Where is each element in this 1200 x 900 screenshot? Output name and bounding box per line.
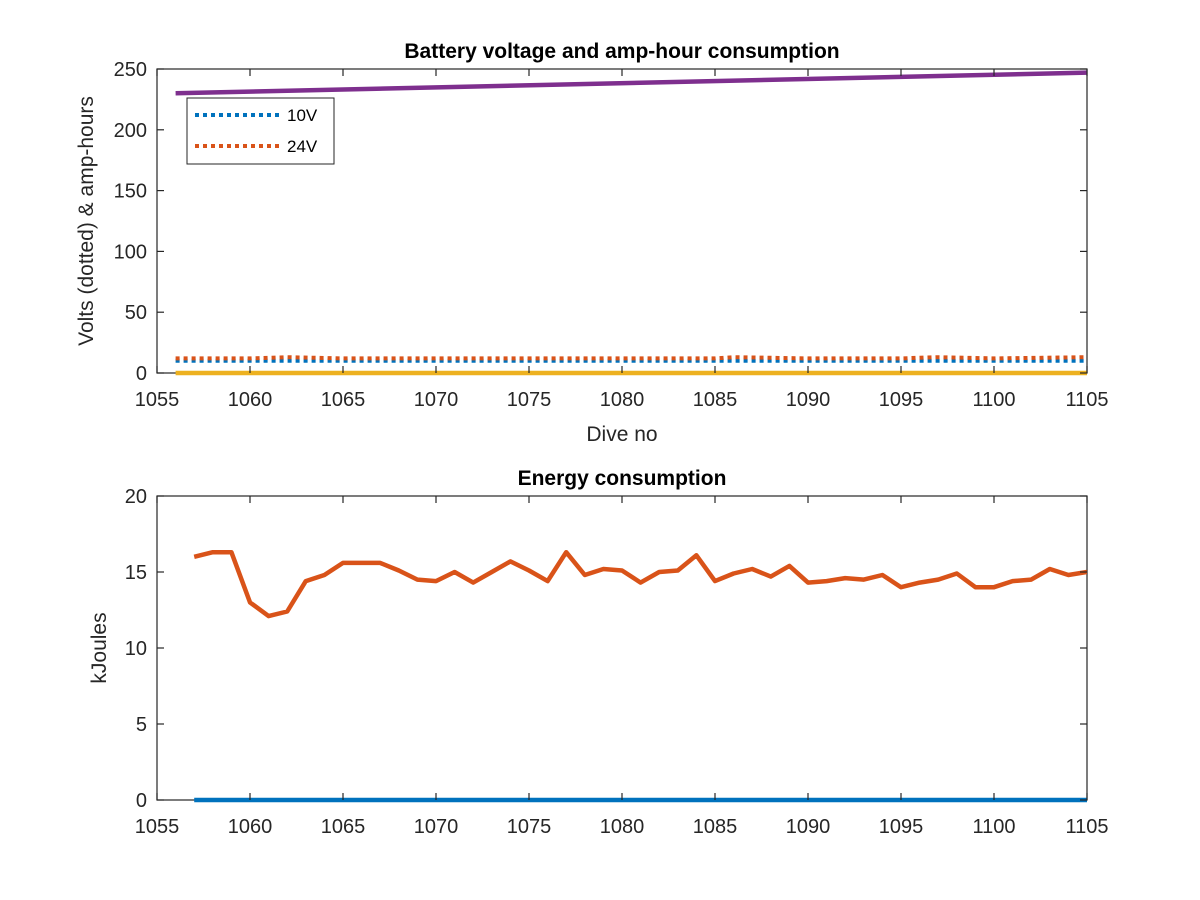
x-tick-label: 1105 (1065, 816, 1108, 838)
y-axis-label: Volts (dotted) & amp-hours (75, 96, 98, 346)
axes-box (156, 495, 1088, 801)
legend-box (186, 97, 335, 165)
chart-title: Battery voltage and amp-hour consumption (404, 40, 839, 63)
legend-label-10v: 10V (287, 106, 318, 125)
x-tick-label: 1055 (135, 389, 180, 411)
x-tick-label: 1075 (507, 389, 552, 411)
x-tick-label: 1065 (321, 389, 366, 411)
legend: 10V 24V (186, 97, 335, 165)
y-tick-label: 150 (114, 181, 147, 203)
y-tick-label: 5 (136, 714, 147, 736)
axes-panel-1: 1055 1060 1065 1070 1075 1080 1085 1090 1095 1100… (75, 40, 1109, 446)
x-tick-label: 1065 (321, 816, 366, 838)
y-tick-label: 10 (125, 638, 147, 660)
y-tick-label: 15 (125, 562, 147, 584)
x-tick-label: 1060 (228, 389, 273, 411)
axes-panel-2: 1055 1060 1065 1070 1075 1080 1085 1090 1095 1100… (88, 467, 1109, 838)
x-tick-label: 1085 (693, 816, 738, 838)
x-tick-label: 1105 (1065, 389, 1108, 411)
x-tick-label: 1095 (879, 389, 924, 411)
x-tick-label: 1100 (972, 389, 1015, 411)
legend-label-24v: 24V (287, 137, 318, 156)
x-tick-label: 1090 (786, 389, 831, 411)
x-tick-label: 1095 (879, 816, 924, 838)
series-group (175, 70, 1087, 376)
x-tick-label: 1060 (228, 816, 273, 838)
y-tick-label: 50 (125, 302, 147, 324)
x-tick-label: 1085 (693, 389, 738, 411)
y-axis-label: kJoules (88, 612, 111, 683)
y-tick-label: 100 (114, 241, 147, 263)
x-tick-label: 1070 (414, 816, 459, 838)
y-tick-label: 200 (114, 120, 147, 142)
x-axis-label: Dive no (586, 423, 657, 446)
series-line-24v (175, 355, 1087, 361)
y-tick-label: 0 (136, 790, 147, 812)
chart-title: Energy consumption (518, 467, 727, 490)
y-tick-label: 0 (136, 363, 147, 385)
y-tick-label: 250 (114, 59, 147, 81)
x-tick-label: 1090 (786, 816, 831, 838)
x-tick-label: 1100 (972, 816, 1015, 838)
x-tick-label: 1080 (600, 816, 645, 838)
x-tick-label: 1055 (135, 816, 180, 838)
series-line-4 (175, 70, 1087, 96)
series-line-2 (193, 549, 1087, 619)
x-tick-label: 1070 (414, 389, 459, 411)
x-tick-label: 1080 (600, 389, 645, 411)
y-tick-label: 20 (125, 486, 147, 508)
x-tick-label: 1075 (507, 816, 552, 838)
